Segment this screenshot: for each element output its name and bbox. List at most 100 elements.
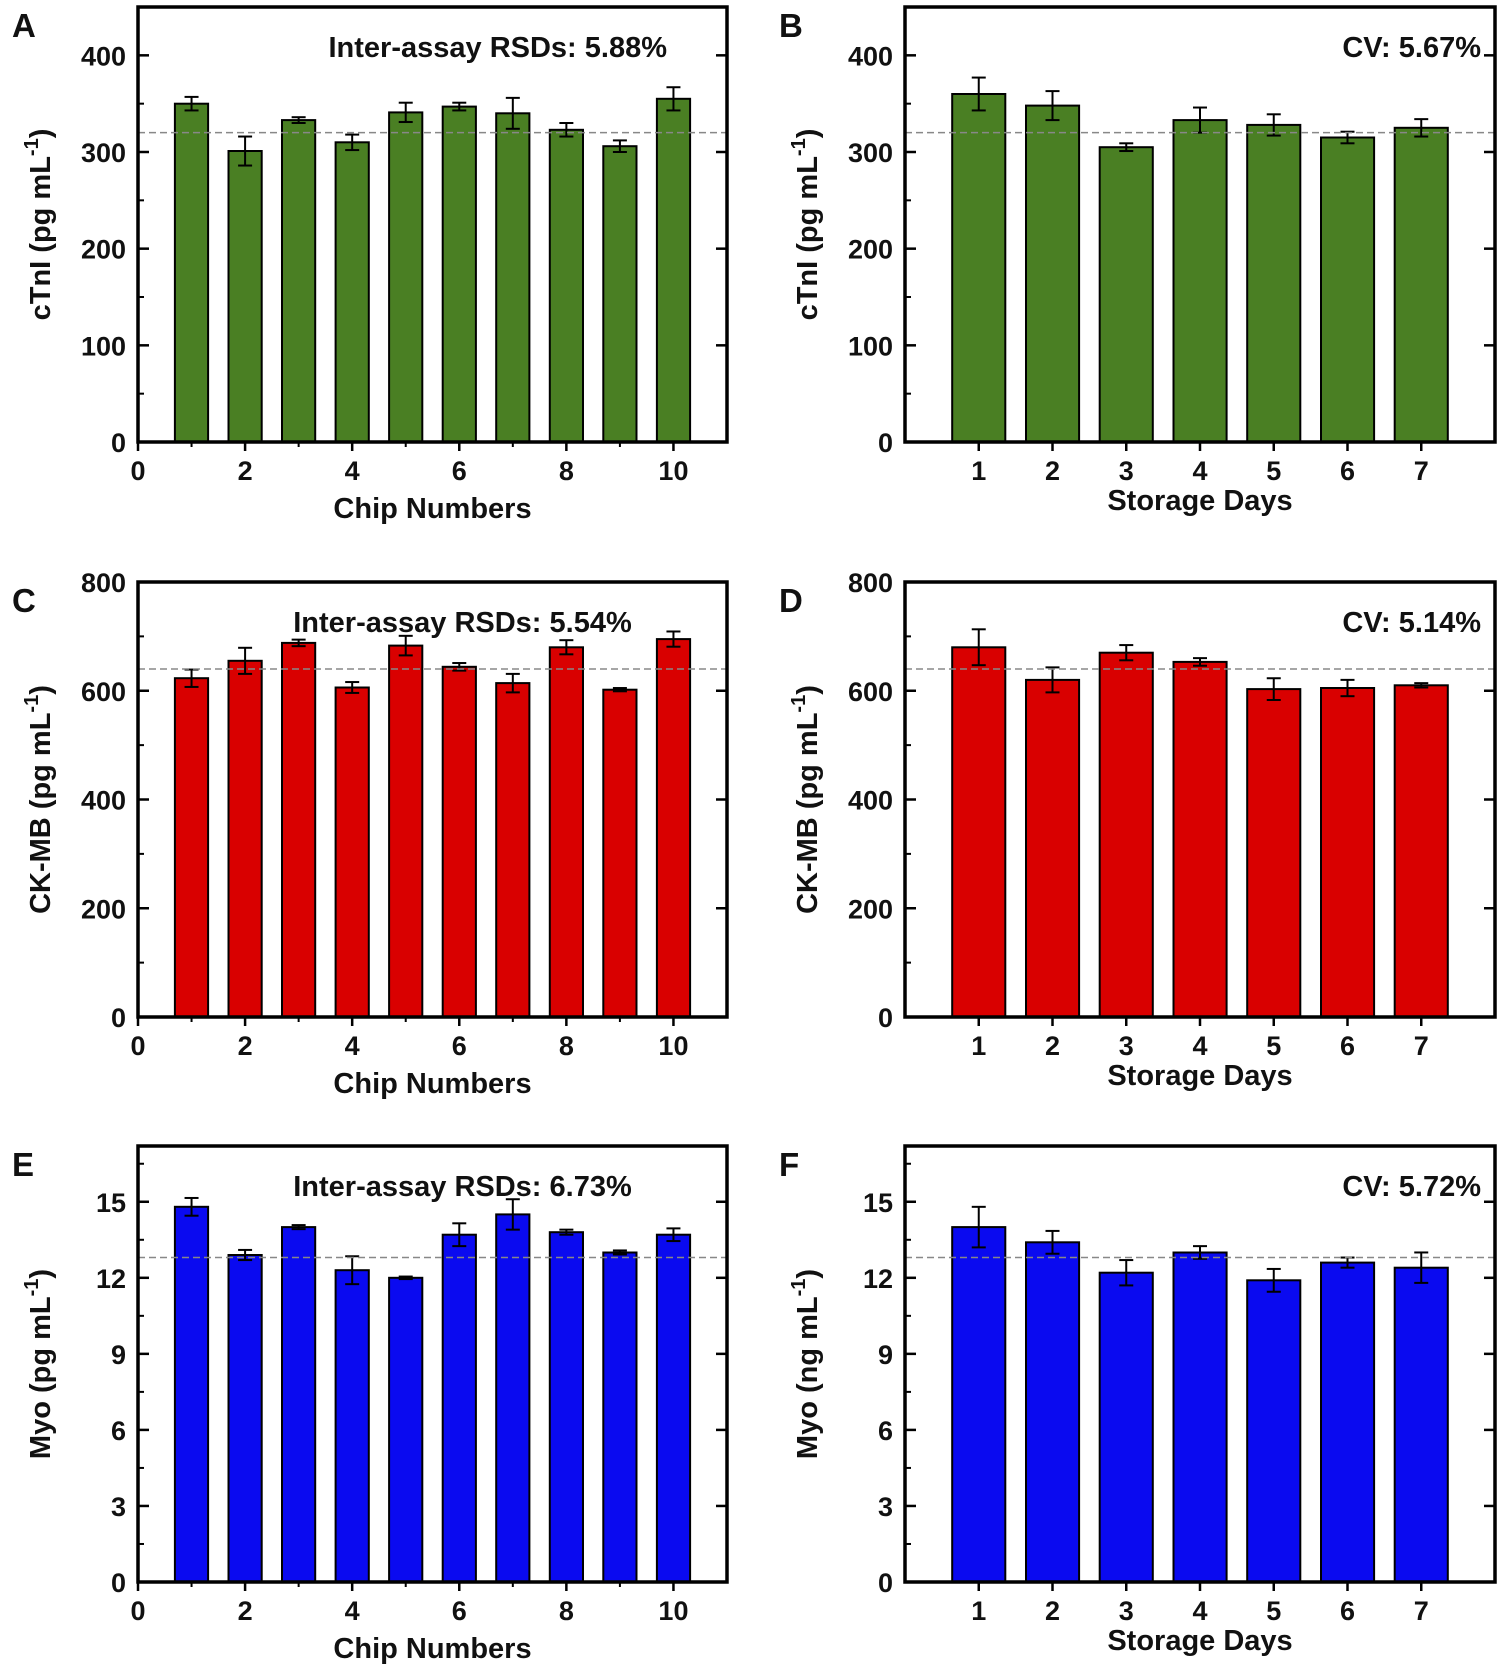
bar <box>334 686 370 1018</box>
bar <box>1320 1261 1376 1583</box>
panel-letter: F <box>779 1146 799 1183</box>
annotation-text: Inter-assay RSDs: 5.54% <box>293 607 632 639</box>
bar <box>1393 1266 1449 1583</box>
bar <box>388 1276 424 1584</box>
y-tick-label: 15 <box>96 1188 126 1218</box>
y-tick-label: 400 <box>81 41 126 71</box>
y-axis-label-superscript: -1 <box>788 1279 810 1297</box>
bar <box>1246 688 1302 1018</box>
bar <box>173 677 210 1018</box>
chart-panel-d: 0 200 400 600 800 1 2 3 4 5 6 7 Storage Days CK-MB (p… <box>779 568 1497 1092</box>
x-tick-label: 4 <box>1192 1031 1207 1061</box>
bar <box>951 93 1007 443</box>
y-tick-label: 6 <box>878 1416 893 1446</box>
x-axis-label: Chip Numbers <box>333 493 531 525</box>
y-tick-label: 0 <box>878 1568 893 1598</box>
bar <box>495 112 531 444</box>
y-axis-label-end: ) <box>792 129 824 139</box>
x-axis-label: Storage Days <box>1107 1060 1292 1092</box>
y-axis-label: Myo (pg mL-1) <box>21 1269 57 1459</box>
bar <box>1393 684 1449 1018</box>
y-tick-label: 0 <box>878 1003 893 1033</box>
x-tick-label: 2 <box>238 1031 253 1061</box>
x-tick-label: 8 <box>559 456 574 486</box>
x-axis-label: Storage Days <box>1107 1625 1292 1657</box>
panel-letter: A <box>12 7 36 44</box>
y-tick-label: 12 <box>96 1264 126 1294</box>
panel-letter: C <box>12 582 36 619</box>
y-tick-label: 300 <box>81 138 126 168</box>
x-tick-label: 8 <box>559 1596 574 1626</box>
bar <box>441 105 477 443</box>
y-tick-label: 400 <box>848 786 893 816</box>
bar <box>281 641 317 1019</box>
annotation-text: Inter-assay RSDs: 5.88% <box>329 32 668 64</box>
y-tick-label: 0 <box>111 1568 126 1598</box>
x-tick-label: 5 <box>1266 1596 1281 1626</box>
bar <box>951 1226 1007 1583</box>
panel-letter: B <box>779 7 803 44</box>
bar <box>1025 678 1081 1019</box>
bar <box>227 150 263 443</box>
x-tick-label: 7 <box>1414 1031 1429 1061</box>
bar <box>1098 146 1154 443</box>
y-tick-label: 3 <box>111 1492 126 1522</box>
bar <box>227 659 263 1018</box>
bar <box>1393 126 1449 444</box>
bar <box>1246 123 1302 444</box>
x-tick-label: 6 <box>452 1596 467 1626</box>
annotation-text: CV: 5.14% <box>1342 607 1481 639</box>
x-tick-label: 1 <box>971 456 986 486</box>
x-tick-label: 1 <box>971 1031 986 1061</box>
y-tick-label: 0 <box>111 1003 126 1033</box>
y-tick-label: 200 <box>81 235 126 265</box>
y-tick-label: 600 <box>81 677 126 707</box>
y-axis-label-superscript: -1 <box>21 138 43 156</box>
x-tick-label: 5 <box>1266 1031 1281 1061</box>
x-tick-label: 10 <box>658 1596 688 1626</box>
bar <box>1025 1241 1081 1584</box>
chart-panel-c: 0 200 400 600 800 0 2 4 6 8 10 Chip Numbers CK-MB (p… <box>12 568 729 1100</box>
y-axis-label-main: cTnI (pg mL <box>792 156 824 320</box>
x-axis-label: Storage Days <box>1107 485 1292 517</box>
annotation-text: CV: 5.67% <box>1342 32 1481 64</box>
bar <box>1320 687 1376 1018</box>
y-tick-label: 200 <box>848 894 893 924</box>
y-tick-label: 9 <box>111 1340 126 1370</box>
x-tick-label: 2 <box>1045 456 1060 486</box>
y-tick-label: 12 <box>863 1264 893 1294</box>
x-tick-label: 4 <box>1192 1596 1207 1626</box>
bar <box>334 1269 370 1583</box>
bar <box>1320 136 1376 443</box>
y-axis-label-end: ) <box>25 685 57 695</box>
y-tick-label: 0 <box>878 428 893 458</box>
x-tick-label: 4 <box>1192 456 1207 486</box>
y-axis-label-main: CK-MB (pg mL <box>25 713 57 914</box>
x-tick-label: 4 <box>345 1596 360 1626</box>
chart-panel-a: 0 100 200 300 400 0 2 4 6 8 10 Chip Numbers cTnI (pg… <box>12 5 729 525</box>
bar <box>495 1213 531 1584</box>
panel-letter: D <box>779 582 803 619</box>
x-tick-label: 6 <box>452 1031 467 1061</box>
y-tick-label: 800 <box>81 568 126 598</box>
bar <box>281 119 317 443</box>
y-axis-label: Myo (ng mL-1) <box>788 1269 824 1459</box>
x-tick-label: 10 <box>658 1031 688 1061</box>
y-axis-label-superscript: -1 <box>21 695 43 713</box>
x-tick-label: 10 <box>658 456 688 486</box>
plot-frame <box>136 5 729 444</box>
y-axis-label-end: ) <box>25 1269 57 1279</box>
y-tick-label: 400 <box>848 41 893 71</box>
bar <box>281 1226 317 1583</box>
chart-panel-e: 0 3 6 9 12 15 0 2 4 6 8 10 Chip Numbers Myo (pg mL-1)… <box>12 1144 729 1665</box>
x-tick-label: 3 <box>1119 1596 1134 1626</box>
x-tick-label: 0 <box>130 1031 145 1061</box>
y-axis-label-end: ) <box>792 685 824 695</box>
y-tick-label: 200 <box>848 235 893 265</box>
bar <box>388 644 424 1018</box>
plot-frame <box>136 1144 729 1584</box>
y-tick-label: 0 <box>111 428 126 458</box>
bar <box>441 665 477 1018</box>
bar <box>495 682 531 1018</box>
